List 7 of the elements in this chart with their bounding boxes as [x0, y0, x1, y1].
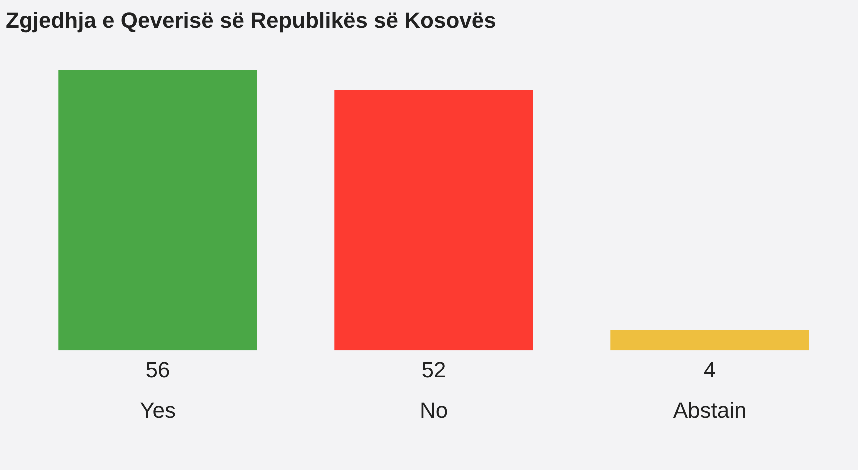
x-tick-label: No	[420, 398, 448, 423]
data-label: 52	[422, 358, 446, 383]
x-tick-label: Abstain	[673, 398, 747, 423]
data-label: 56	[146, 358, 170, 383]
data-label: 4	[704, 358, 716, 383]
x-tick-label: Yes	[140, 398, 176, 423]
chart-title: Zgjedhja e Qeverisë së Republikës së Kosovës	[6, 8, 496, 34]
